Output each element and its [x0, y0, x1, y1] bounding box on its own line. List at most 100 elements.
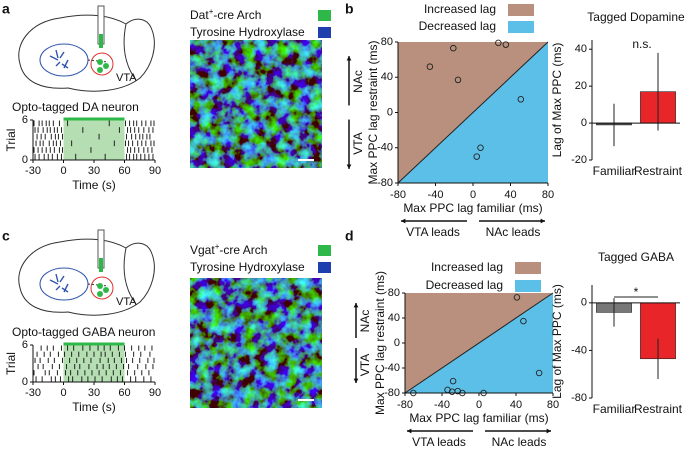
- legend-label: Dat+-cre Arch: [190, 7, 261, 23]
- legend-swatch: [515, 262, 541, 274]
- y-tick-label: 40: [575, 43, 587, 55]
- arrow-head: [346, 56, 352, 61]
- y-axis-label: Lag of Max PPC (ms): [550, 43, 564, 158]
- annotation: n.s.: [632, 37, 651, 51]
- legend-label: Increased lag: [424, 2, 496, 16]
- point: [477, 144, 484, 151]
- arrow-head: [546, 428, 551, 434]
- x-tick-label: -30: [25, 387, 41, 399]
- y-tick-label: -40: [571, 344, 587, 356]
- region-label: VTA: [116, 72, 137, 84]
- y-tick-label: 6: [22, 339, 28, 351]
- legend-swatch: [508, 21, 534, 33]
- x-tick-label: 0: [470, 189, 476, 201]
- direction-label: NAc leads: [492, 435, 547, 449]
- y-tick-label: 0: [387, 106, 393, 118]
- y-tick-label: 0: [22, 376, 28, 388]
- diagonal: [397, 41, 549, 184]
- direction-label: NAc: [351, 70, 365, 93]
- x-tick-label: -30: [25, 165, 41, 177]
- micrograph-legend: Vgat+-cre Arch Tyrosine Hydroxylase: [190, 242, 331, 274]
- y-tick-label: -20: [571, 154, 587, 166]
- y-tick-label: 6: [22, 114, 28, 126]
- x-axis-label: Time (s): [72, 178, 116, 192]
- annotation: *: [634, 285, 639, 299]
- direction-label: VTA: [358, 354, 372, 376]
- x-tick-label: 30: [88, 387, 100, 399]
- x-tick-label: Restraint: [634, 402, 683, 416]
- panel-label: b: [345, 1, 354, 17]
- y-tick-label: 40: [381, 71, 393, 83]
- point: [449, 377, 457, 385]
- x-tick-label: 90: [149, 165, 161, 177]
- legend-swatch: [318, 245, 331, 256]
- y-tick-label: -40: [377, 142, 393, 154]
- x-tick-label: -40: [434, 399, 450, 411]
- direction-label: VTA leads: [406, 225, 460, 239]
- point: [450, 44, 457, 52]
- y-tick-label: -40: [384, 362, 400, 374]
- y-axis-label: Trial: [4, 352, 18, 375]
- micrograph-legend: Dat+-cre Arch Tyrosine Hydroxylase: [190, 7, 331, 39]
- point: [495, 39, 502, 47]
- chart-title: Tagged Dopamine: [587, 10, 685, 24]
- x-tick-label: -80: [397, 399, 413, 411]
- x-tick-label: 40: [510, 399, 522, 411]
- y-tick-label: 80: [381, 36, 393, 48]
- point: [502, 41, 510, 48]
- arrow-head: [346, 164, 352, 169]
- legend-label: Tyrosine Hydroxylase: [190, 260, 305, 274]
- stim-window: [63, 345, 125, 382]
- direction-label: VTA leads: [412, 435, 466, 449]
- y-axis-label: Max PPC lag restraint (ms): [366, 40, 380, 184]
- arrow-head: [540, 218, 545, 224]
- arrow-head: [353, 378, 359, 383]
- panel-label: d: [345, 228, 354, 244]
- chart-title: Tagged GABA: [598, 250, 674, 264]
- point: [473, 153, 481, 160]
- point: [454, 76, 462, 84]
- direction-label: VTA: [351, 132, 365, 154]
- x-tick-label: 40: [504, 189, 516, 201]
- legend-label: Increased lag: [431, 260, 503, 274]
- legend-swatch: [508, 4, 534, 16]
- x-tick-label: 60: [118, 387, 130, 399]
- legend-swatch: [318, 262, 331, 273]
- y-tick-label: 40: [388, 312, 400, 324]
- x-axis-label: Max PPC lag familiar (ms): [403, 201, 542, 215]
- x-tick-label: Restraint: [634, 164, 683, 178]
- y-tick-label: 0: [394, 337, 400, 349]
- panel-label: a: [2, 1, 10, 17]
- y-tick-label: -80: [384, 387, 400, 399]
- y-tick-label: 0: [581, 297, 587, 309]
- x-tick-label: 80: [542, 189, 554, 201]
- x-tick-label: -40: [428, 189, 444, 201]
- x-tick-label: 0: [476, 399, 482, 411]
- arrow-head: [407, 428, 412, 434]
- x-tick-label: 80: [547, 399, 559, 411]
- direction-label: NAc: [358, 310, 372, 333]
- x-tick-label: Familiar: [593, 164, 636, 178]
- panel-label: c: [2, 228, 10, 244]
- y-tick-label: -80: [571, 392, 587, 404]
- y-tick-label: 0: [581, 117, 587, 129]
- region-label: VTA: [116, 296, 137, 308]
- x-tick-label: 0: [60, 165, 66, 177]
- y-axis-label: Lag of Max PPC (ms): [550, 284, 564, 399]
- chart-title: Opto-tagged DA neuron: [12, 100, 139, 114]
- x-tick-label: -80: [390, 189, 406, 201]
- x-axis-label: Max PPC lag familiar (ms): [409, 411, 548, 425]
- arrow-head: [353, 303, 359, 308]
- legend-swatch: [318, 27, 331, 38]
- x-tick-label: 60: [118, 165, 130, 177]
- point: [513, 294, 521, 301]
- arrow-head: [401, 218, 406, 224]
- y-tick-label: 80: [388, 287, 400, 299]
- legend-label: Decreased lag: [419, 19, 496, 33]
- legend-swatch: [318, 10, 331, 21]
- x-tick-label: 30: [88, 165, 100, 177]
- y-axis-label: Max PPC lag restraint (ms): [373, 271, 387, 415]
- y-tick-label: 20: [575, 80, 587, 92]
- x-tick-label: 90: [149, 387, 161, 399]
